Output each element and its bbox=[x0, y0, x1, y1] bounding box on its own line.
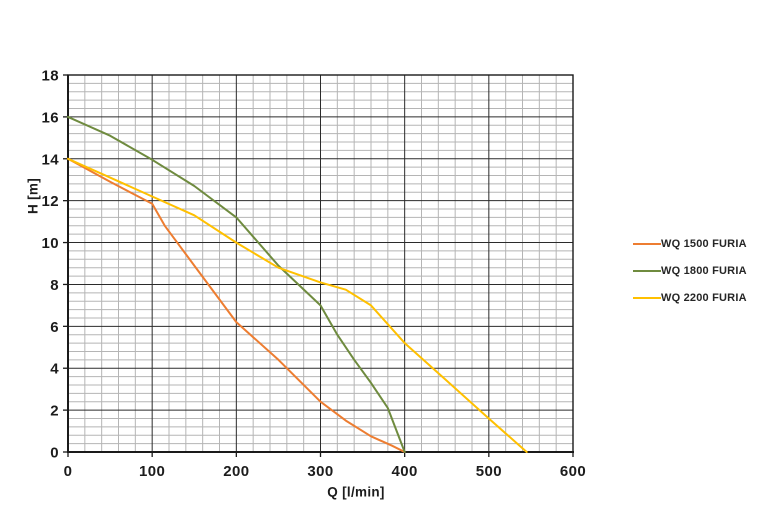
x-axis-title: Q [l/min] bbox=[327, 484, 385, 500]
y-tick-label: 4 bbox=[50, 361, 59, 378]
x-tick-labels: 0 100 200 300 400 500 600 bbox=[64, 463, 586, 480]
x-tick-label: 200 bbox=[223, 463, 249, 480]
x-tick-label: 100 bbox=[139, 463, 165, 480]
x-tick-label: 0 bbox=[64, 463, 73, 480]
legend-item-wq-1800-furia: WQ 1800 FURIA bbox=[633, 257, 747, 284]
legend-label: WQ 1500 FURIA bbox=[661, 237, 747, 250]
y-tick-label: 18 bbox=[42, 68, 60, 85]
legend-line-swatch bbox=[633, 269, 661, 272]
curve-wq-1800-furia bbox=[67, 115, 406, 453]
legend-item-wq-2200-furia: WQ 2200 FURIA bbox=[633, 284, 747, 311]
x-tick-label: 400 bbox=[392, 463, 418, 480]
x-tick-label: 300 bbox=[307, 463, 333, 480]
curve-wq-1500-furia bbox=[67, 157, 406, 453]
legend: WQ 1500 FURIA WQ 1800 FURIA WQ 2200 FURIA bbox=[633, 230, 747, 311]
y-tick-label: 12 bbox=[42, 193, 60, 210]
legend-line-swatch bbox=[633, 242, 661, 245]
y-tick-label: 10 bbox=[42, 235, 60, 252]
y-tick-label: 16 bbox=[42, 109, 60, 126]
y-axis-title: H [m] bbox=[25, 178, 41, 214]
y-tick-label: 0 bbox=[50, 445, 59, 462]
legend-label: WQ 2200 FURIA bbox=[661, 291, 747, 304]
y-tick-label: 14 bbox=[42, 151, 60, 168]
legend-item-wq-1500-furia: WQ 1500 FURIA bbox=[633, 230, 747, 257]
legend-label: WQ 1800 FURIA bbox=[661, 264, 747, 277]
y-tick-label: 2 bbox=[50, 403, 59, 420]
curve-wq-2200-furia bbox=[67, 157, 528, 453]
y-tick-labels: 0 2 4 6 8 10 12 14 16 18 bbox=[42, 68, 60, 462]
x-tick-label: 600 bbox=[560, 463, 586, 480]
x-tick-label: 500 bbox=[476, 463, 502, 480]
y-tick-label: 8 bbox=[50, 277, 59, 294]
legend-line-swatch bbox=[633, 296, 661, 299]
grid-major bbox=[67, 74, 574, 453]
y-tick-label: 6 bbox=[50, 319, 59, 336]
